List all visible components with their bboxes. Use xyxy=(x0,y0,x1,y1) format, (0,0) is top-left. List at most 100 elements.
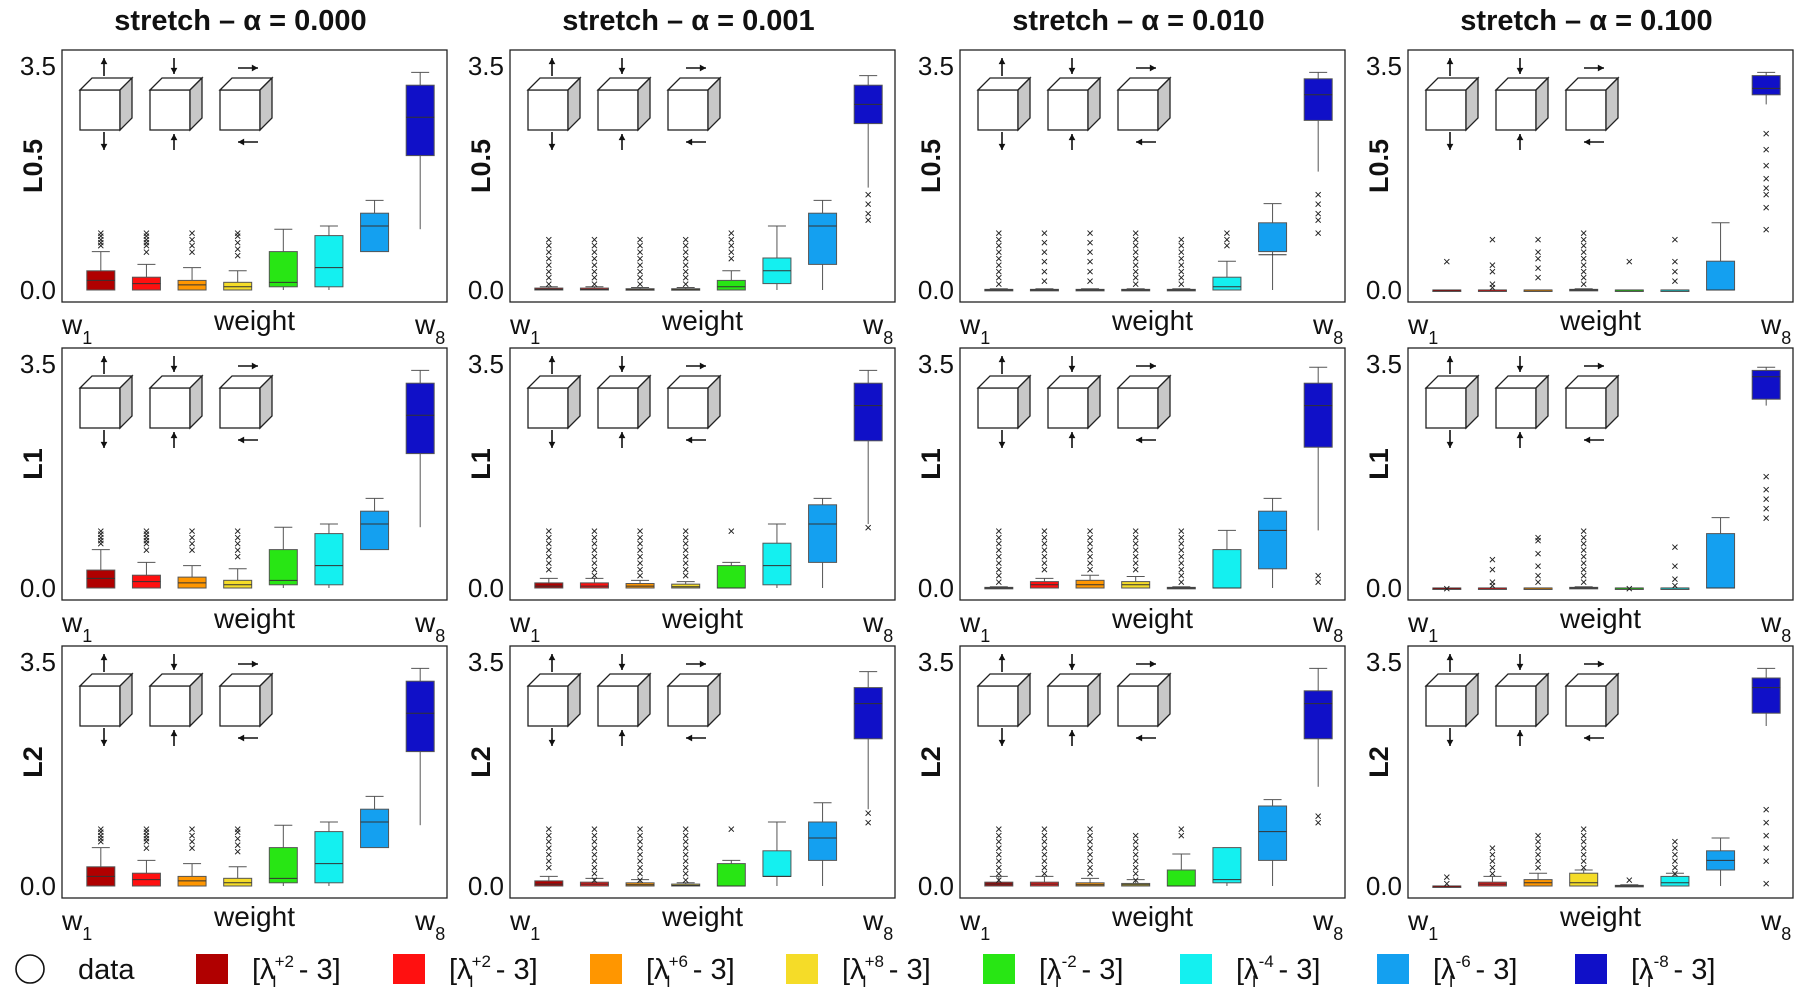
outlier-marker: × xyxy=(143,831,151,846)
outlier-marker: × xyxy=(1489,280,1497,295)
cube-side xyxy=(259,374,273,430)
outlier-marker: × xyxy=(188,821,196,836)
outlier-marker: × xyxy=(995,238,1003,253)
column-title: stretch – α = 0.000 xyxy=(114,5,366,37)
outlier-marker: × xyxy=(864,206,872,221)
outlier-marker: × xyxy=(1534,853,1542,868)
outlier-marker: × xyxy=(234,837,242,852)
arrow-head xyxy=(1516,134,1524,141)
cube-front xyxy=(977,685,1019,727)
outlier-marker: × xyxy=(1534,568,1542,583)
arrow-head xyxy=(618,365,626,372)
x-tick-subscript: 1 xyxy=(530,626,540,646)
arrow-head xyxy=(1068,67,1076,74)
box xyxy=(534,582,564,589)
outlier-marker: × xyxy=(682,523,690,538)
outlier-marker: × xyxy=(1580,251,1588,266)
outlier-marker: × xyxy=(1086,866,1094,881)
x-axis-label: weight xyxy=(213,305,295,336)
arrow-head xyxy=(548,356,556,363)
outlier-marker: × xyxy=(591,568,599,583)
outlier-marker: × xyxy=(591,264,599,279)
outlier-marker: × xyxy=(1443,254,1451,269)
outlier-marker: × xyxy=(591,238,599,253)
outlier-marker: × xyxy=(1534,860,1542,875)
outlier-marker: × xyxy=(1314,809,1322,824)
outlier-marker: × xyxy=(1762,511,1770,526)
box xyxy=(762,850,792,877)
outlier-marker: × xyxy=(1041,834,1049,849)
outlier-marker: × xyxy=(591,277,599,292)
outlier-marker: × xyxy=(995,277,1003,292)
arrow-head xyxy=(1068,730,1076,737)
x-tick-label: w8 xyxy=(414,607,445,646)
legend-text-part: [λ xyxy=(646,954,669,986)
box xyxy=(808,821,838,861)
arrow-head xyxy=(238,734,245,742)
outlier-marker: × xyxy=(1762,187,1770,202)
outlier-marker: × xyxy=(1580,853,1588,868)
column-titles: stretch – α = 0.000 stretch – α = 0.001 st… xyxy=(114,5,1712,37)
box xyxy=(1303,78,1333,121)
outlier-marker: × xyxy=(1178,575,1186,590)
outlier-marker: × xyxy=(636,270,644,285)
arrow-head xyxy=(1597,64,1604,72)
outlier-marker: × xyxy=(1671,264,1679,279)
outlier-marker: × xyxy=(682,270,690,285)
outlier-marker: × xyxy=(636,821,644,836)
arrow-head xyxy=(699,660,706,668)
panel: 3.50.0L0.5w1 w8weight××××××××××××××××××××… xyxy=(916,49,1346,348)
outlier-marker: × xyxy=(591,555,599,570)
outlier-marker: × xyxy=(1762,181,1770,196)
arrow-head xyxy=(686,734,693,742)
outlier-marker: × xyxy=(1178,251,1186,266)
x-tick-subscript: 1 xyxy=(530,328,540,348)
outlier-marker: × xyxy=(1086,853,1094,868)
outlier-marker: × xyxy=(188,245,196,260)
outlier-marker: × xyxy=(995,543,1003,558)
arrow-head xyxy=(1068,663,1076,670)
panel-frame xyxy=(959,347,1346,601)
legend-superscript: -8 xyxy=(1654,952,1669,971)
outlier-marker: × xyxy=(1132,251,1140,266)
y-tick-label: 3.5 xyxy=(1366,349,1402,379)
outlier-marker: × xyxy=(1132,828,1140,843)
outlier-marker: × xyxy=(545,847,553,862)
outlier-marker: × xyxy=(1580,543,1588,558)
outlier-marker: × xyxy=(1671,254,1679,269)
outlier-marker: × xyxy=(188,828,196,843)
cube-side xyxy=(119,672,133,728)
arrow-head xyxy=(170,730,178,737)
x-tick-subscript: 8 xyxy=(1333,328,1343,348)
arrow-head xyxy=(1068,134,1076,141)
box xyxy=(808,212,838,265)
cube-side xyxy=(567,672,581,728)
outlier-marker: × xyxy=(1178,536,1186,551)
arrow-head xyxy=(170,663,178,670)
outlier-marker: × xyxy=(143,229,151,244)
x-tick-subscript: 1 xyxy=(1428,626,1438,646)
x-tick-label: w8 xyxy=(862,905,893,944)
x-axis-label: weight xyxy=(1111,901,1193,932)
y-tick-label: 0.0 xyxy=(468,275,504,305)
cube-front xyxy=(1495,685,1537,727)
outlier-marker: × xyxy=(1132,277,1140,292)
box xyxy=(1751,369,1781,400)
outlier-marker: × xyxy=(1580,536,1588,551)
outlier-marker: × xyxy=(1580,225,1588,240)
outlier-marker: × xyxy=(995,873,1003,888)
outlier-marker: × xyxy=(1671,847,1679,862)
outlier-marker: × xyxy=(1580,257,1588,272)
row-label: L0.5 xyxy=(18,139,48,193)
cube-side xyxy=(1605,672,1619,728)
arrow-head xyxy=(1446,739,1454,746)
outlier-marker: × xyxy=(682,543,690,558)
outlier-marker: × xyxy=(591,828,599,843)
cube-side xyxy=(637,672,651,728)
outlier-marker: × xyxy=(995,828,1003,843)
outlier-marker: × xyxy=(188,225,196,240)
arrow-head xyxy=(1149,64,1156,72)
outlier-marker: × xyxy=(995,536,1003,551)
cube-side xyxy=(1465,374,1479,430)
x-tick-label: w8 xyxy=(414,905,445,944)
